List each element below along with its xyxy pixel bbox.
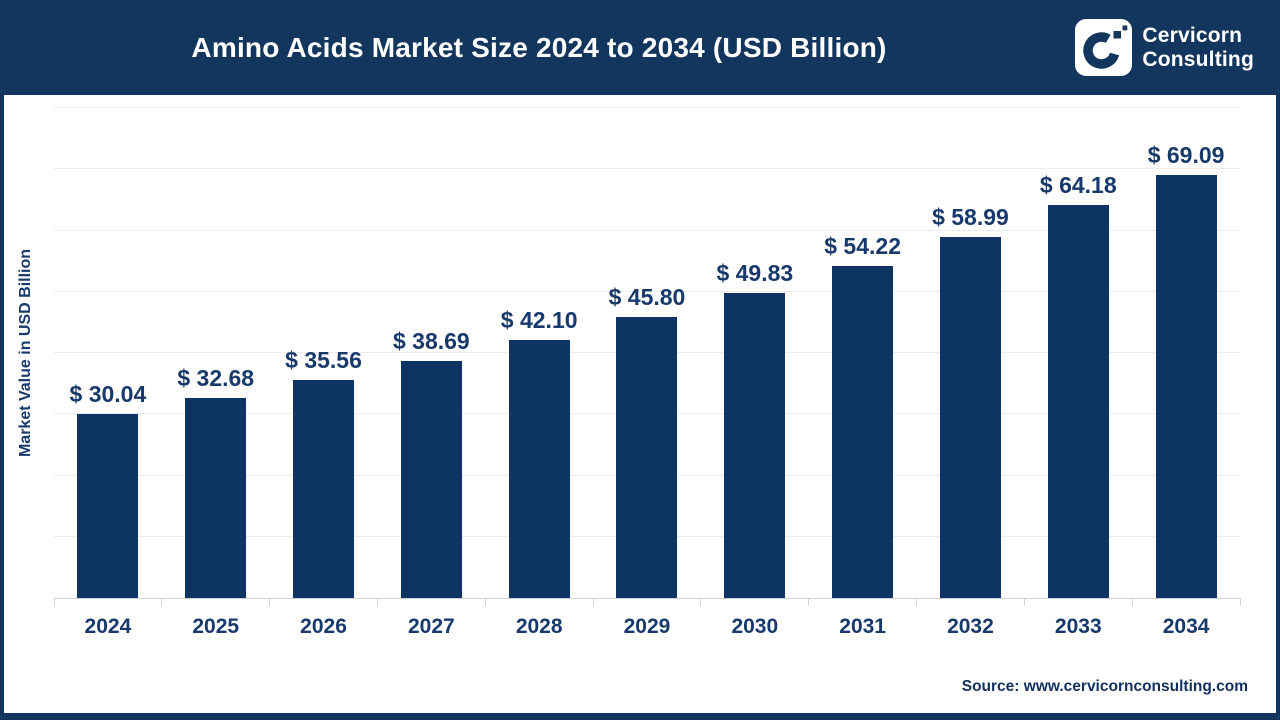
x-tick-label: 2033 xyxy=(1054,615,1102,638)
x-tick-label: 2029 xyxy=(623,615,671,638)
bar-slot: $ 45.80 xyxy=(593,108,701,598)
bar-slot: $ 30.04 xyxy=(54,108,162,598)
axis-tick xyxy=(161,598,163,606)
gridline xyxy=(54,168,1240,170)
x-tick-label: 2026 xyxy=(300,615,347,638)
axis-tick xyxy=(1239,598,1241,606)
bar-slot: $ 42.10 xyxy=(485,108,593,598)
axis-tick xyxy=(1023,598,1025,606)
y-axis-title: Market Value in USD Billion xyxy=(17,248,35,458)
x-tick-label: 2030 xyxy=(731,615,779,638)
axis-tick xyxy=(808,598,810,606)
bar-slot: $ 35.56 xyxy=(270,108,378,598)
x-tick-label: 2028 xyxy=(515,615,563,638)
bar-slot: $ 58.99 xyxy=(917,108,1025,598)
bar xyxy=(724,292,786,598)
gridline xyxy=(54,107,1240,108)
chart-area: Market Value in USD Billion $ 30.04 $ 32.… xyxy=(4,95,1276,713)
bar-value-label: $ 54.22 xyxy=(824,232,901,259)
bar-value-label: $ 69.09 xyxy=(1147,141,1225,168)
axis-tick xyxy=(269,598,271,606)
chart-title: Amino Acids Market Size 2024 to 2034 (US… xyxy=(191,31,887,63)
bar xyxy=(508,340,570,598)
x-tick-label: 2024 xyxy=(84,615,132,638)
source-note: Source: www.cervicornconsulting.com xyxy=(961,678,1248,695)
bar xyxy=(77,414,139,598)
axis-tick xyxy=(53,598,55,606)
x-tick-label: 2031 xyxy=(839,615,886,638)
brand-name-line2: Consulting xyxy=(1142,47,1254,71)
bar-value-label: $ 42.10 xyxy=(500,307,578,334)
bar-value-label: $ 35.56 xyxy=(285,347,362,374)
brand-logo: Cervicorn Consulting xyxy=(1075,19,1254,76)
bar-slot: $ 69.09 xyxy=(1132,108,1240,598)
bar xyxy=(939,236,1001,598)
bar-value-label: $ 64.18 xyxy=(1039,171,1117,198)
bar-value-label: $ 45.80 xyxy=(608,284,686,311)
bar-slot: $ 64.18 xyxy=(1024,108,1132,598)
bar xyxy=(1047,204,1109,598)
title-wrap: Amino Acids Market Size 2024 to 2034 (US… xyxy=(4,0,1074,95)
x-tick-label: 2025 xyxy=(192,615,240,638)
x-tick-label: 2027 xyxy=(408,615,455,638)
gridline xyxy=(54,290,1240,292)
axis-tick xyxy=(592,598,594,606)
bar xyxy=(293,380,355,598)
bar-value-label: $ 30.04 xyxy=(69,381,147,408)
bar xyxy=(185,397,247,598)
axis-tick xyxy=(700,598,702,606)
gridline xyxy=(54,229,1240,231)
bar-value-label: $ 32.68 xyxy=(177,364,255,391)
bar xyxy=(400,361,462,598)
bar-value-label: $ 38.69 xyxy=(392,328,470,355)
bar-slot: $ 32.68 xyxy=(162,108,270,598)
bar xyxy=(1155,174,1217,598)
bar xyxy=(832,265,894,598)
bar-slot: $ 54.22 xyxy=(809,108,917,598)
cervicorn-logo-icon xyxy=(1075,19,1133,76)
brand-name-line1: Cervicorn xyxy=(1142,24,1243,48)
axis-tick xyxy=(376,598,378,606)
bar-value-label: $ 58.99 xyxy=(932,203,1009,230)
axis-tick xyxy=(1131,598,1133,606)
bar-slot: $ 49.83 xyxy=(701,108,809,598)
plot-area: $ 30.04 $ 32.68 $ 35.56 $ 38.69 $ 42.10 $ 45.… xyxy=(53,107,1241,606)
axis-tick xyxy=(916,598,918,606)
x-axis-labels: 2024 2025 2026 2027 2028 2029 2030 2031 2032 2033… xyxy=(54,615,1240,643)
brand-name: Cervicorn Consulting xyxy=(1142,24,1254,70)
axis-tick xyxy=(484,598,486,606)
x-tick-label: 2034 xyxy=(1162,615,1210,638)
header-bar: Amino Acids Market Size 2024 to 2034 (US… xyxy=(4,0,1276,95)
x-tick-label: 2032 xyxy=(947,615,994,638)
bar xyxy=(616,317,678,598)
bar-slot: $ 38.69 xyxy=(377,108,485,598)
bar-value-label: $ 49.83 xyxy=(716,259,794,286)
y-axis-title-wrap: Market Value in USD Billion xyxy=(8,108,44,598)
